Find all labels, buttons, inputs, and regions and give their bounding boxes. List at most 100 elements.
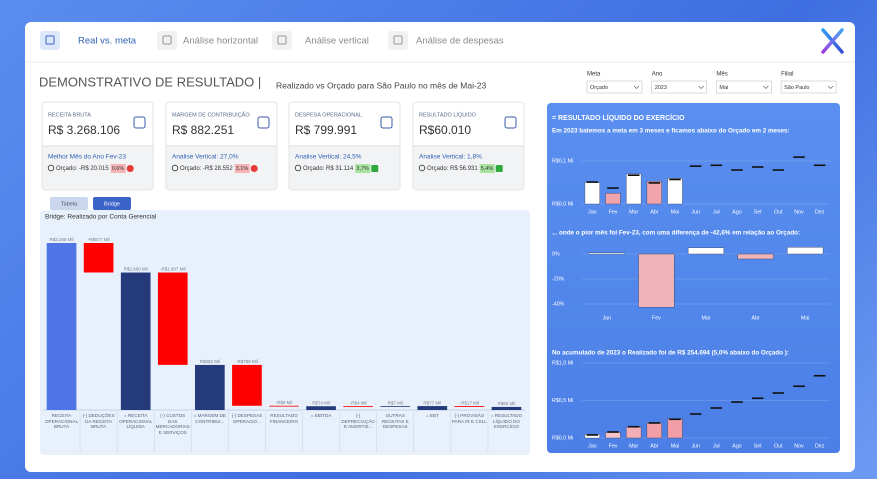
x-tick-label: Mar [629,209,638,215]
bar [646,422,662,439]
kpi-badge [234,164,250,173]
bar [646,181,662,205]
nav-icon-glyph [277,35,287,45]
waterfall-bar [232,364,262,406]
kpi-status-icon [250,165,258,172]
page-subtitle: Realizado vs Orçado para São Paulo no mê… [276,80,487,90]
x-tick-label: Out [774,209,783,215]
x-tick-label: Jan [603,316,612,322]
kpi-icon [133,116,146,129]
value-label: R$74 Mil [312,400,330,405]
bar [687,247,725,255]
x-tick-label: Fev [609,209,618,215]
x-tick-label: Dez [815,443,825,449]
dropdown-box [716,80,772,94]
nav-tab-label: Análise vertical [305,36,369,47]
dropdown-box [586,80,643,94]
nav-tab[interactable]: Análise de despesas [388,31,504,50]
nav-tab-label: Análise horizontal [183,36,258,47]
kpi-icon [257,116,270,129]
view-tab-bg [50,197,88,210]
dropdown-value: Mai [719,85,728,91]
nav-tab[interactable]: Análise horizontal [157,31,258,50]
view-tab[interactable]: Bridge [93,197,131,210]
x-tick-label: Jun [691,209,700,215]
filter-label: Meta [587,72,601,78]
x-tick-label: = RECEITA OPERACIONAL LÍQUIDA [119,413,153,429]
view-tab[interactable]: Tabela [50,197,88,210]
x-tick-label: Mai [671,209,680,215]
waterfall-bar [454,406,485,407]
x-tick-label: Out [774,443,783,449]
kpi-budget: Orçado: -R$ 28.552 [180,166,233,172]
kpi-pct: 5,4% [481,166,494,172]
nav-icon [157,31,177,50]
y-tick-label: 0% [552,251,560,257]
chart-title: No acumulado de 2023 o Realizado foi de … [552,350,789,357]
nav-icon [388,31,408,50]
category-label-box: RECEITA OPERACIONAL BRUTA [45,413,78,429]
y-tick-label: R$0,1 Mi [552,158,573,164]
view-tab-label: Bridge [104,201,120,207]
kpi-badge [479,164,495,173]
budget-icon [294,164,302,172]
bar [588,252,625,255]
waterfall-bar [417,406,448,410]
nav-icon [40,31,60,50]
filter-dropdown[interactable]: 2023 [651,80,708,94]
x-tick-label: Jul [713,209,720,215]
x-tick-label: OUTRAS RECEITAS E DESPESAS [381,413,409,429]
x-tick-label: Mar [701,316,710,322]
x-tick-label: Abr [650,443,658,449]
x-tick-label: Jun [691,443,700,449]
category-label-box: = RESULTADO LÍQUIDO DO EXERCÍCIO [491,413,522,429]
x-tick-label: Abr [650,209,658,215]
waterfall-bar [380,406,411,407]
kpi-card-footer [42,146,153,190]
kpi-card-footer [413,146,524,190]
value-label: R$3.268 Mil [50,237,74,242]
y-tick-label: R$1,0 Mi [552,360,573,366]
category-label-box: = EBITDA [311,413,332,418]
dropdown-value: 2023 [655,85,667,91]
page-title: DEMONSTRATIVO DE RESULTADO | [39,74,261,89]
x-tick-label: = EBT [425,413,439,418]
nav-tab-label: Análise de despesas [416,36,504,47]
dropdown-value: São Paulo [784,85,809,91]
x-tick-label: Mai [671,443,680,449]
kpi-value: R$ 799.991 [295,123,357,137]
filter-dropdown[interactable]: Mai [716,80,772,94]
kpi-label: DESPESA OPERACIONAL [295,112,362,118]
bar [605,193,621,205]
dropdown-chevron [633,85,640,89]
x-tick-label: Mai [801,316,810,322]
nav-tab[interactable]: Análise vertical [272,31,369,50]
budget-icon [47,164,55,172]
x-tick-label: (-) CUSTOS DAS MERCADORIAS E SERVIÇOS [155,413,190,435]
kpi-pct: 3,1% [236,166,249,172]
bar [667,418,683,439]
y-tick-label: R$0,5 Mi [552,398,573,404]
kpi-icon [504,116,517,129]
y-tick-label: -20% [552,276,565,282]
value-label: R$77 Mil [423,400,441,405]
kpi-pct: 0,6% [112,166,125,172]
x-tick-label: Jan [588,209,597,215]
filter-dropdown[interactable]: Orçado [586,80,643,94]
nav-icon-glyph [162,35,172,45]
filter-dropdown[interactable]: São Paulo [780,80,837,94]
x-tick-label: (-) DEPRECIAÇÃO E AMORTIZ... [341,413,375,429]
filter-label: Ano [652,72,663,78]
waterfall-bar [491,406,522,410]
waterfall-bar [83,243,114,273]
x-tick-label: Nov [794,443,804,449]
chart-title: Bridge: Realizado por Conta Gerencial [45,214,157,221]
result-panel [547,103,840,453]
budget-icon [418,164,426,172]
filter-label: Filial [781,72,793,78]
value-label: -R$17 Mil [460,400,479,405]
kpi-label: RECEITA BRUTA [48,112,91,118]
x-tick-label: Jan [588,443,597,449]
dropdown-value: Orçado [590,85,608,91]
nav-tab[interactable]: Real vs. meta [40,31,137,50]
